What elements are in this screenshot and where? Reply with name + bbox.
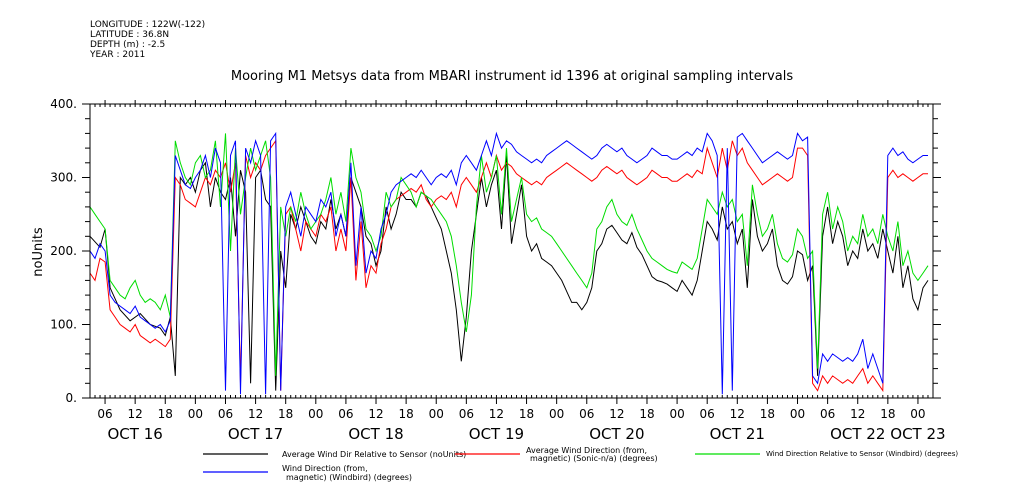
x-tick-label: 00 <box>669 407 684 421</box>
metadata-block: LONGITUDE : 122W(-122) LATITUDE : 36.8N … <box>90 20 205 60</box>
axis-layer: 06 12 18 00 06 12 18 00 06 12 18 00 06 12 18 00 06 12 18 00… <box>50 97 945 443</box>
legend-label-2: magnetic) (Sonic-n/a) (degrees) <box>530 454 658 463</box>
x-day-label: OCT 19 <box>469 425 524 443</box>
x-day-label: OCT 20 <box>589 425 644 443</box>
x-tick-label: 06 <box>700 407 715 421</box>
y-axis-label: noUnits <box>31 227 46 277</box>
x-tick-label: 18 <box>880 407 895 421</box>
x-tick-label: 12 <box>368 407 383 421</box>
x-tick-label: 12 <box>730 407 745 421</box>
x-tick-label: 00 <box>910 407 925 421</box>
longitude-text: LONGITUDE : 122W(-122) <box>90 20 206 30</box>
x-day-label: OCT 16 <box>108 425 163 443</box>
x-tick-label: 06 <box>338 407 353 421</box>
y-tick-label: 200. <box>50 244 77 258</box>
x-tick-label: 00 <box>429 407 444 421</box>
legend-label-1: Average Wind Dir Relative to Sensor (noU… <box>282 450 466 459</box>
legend: Average Wind Dir Relative to Sensor (noU… <box>203 446 958 482</box>
series-line-1 <box>89 155 929 391</box>
x-day-label: OCT 17 <box>228 425 283 443</box>
y-tick-label: 100. <box>50 318 77 332</box>
x-tick-label: 06 <box>97 407 112 421</box>
x-tick-label: 18 <box>158 407 173 421</box>
year-text: YEAR : 2011 <box>90 50 146 60</box>
x-tick-label: 00 <box>308 407 323 421</box>
x-tick-label: 18 <box>278 407 293 421</box>
x-tick-label: 18 <box>398 407 413 421</box>
chart-title: Mooring M1 Metsys data from MBARI instru… <box>231 69 793 84</box>
x-tick-label: 12 <box>128 407 143 421</box>
x-tick-label: 06 <box>579 407 594 421</box>
legend-label-4: Wind Direction (from, <box>282 464 368 473</box>
series-line-4 <box>89 131 928 395</box>
legend-label-3: Wind Direction Relative to Sensor (Windb… <box>766 450 958 458</box>
y-tick-label: 0. <box>66 391 77 405</box>
x-tick-label: 12 <box>850 407 865 421</box>
x-tick-label: 00 <box>790 407 805 421</box>
x-tick-label: 00 <box>188 407 203 421</box>
x-day-label: OCT 21 <box>710 425 765 443</box>
x-tick-label: 18 <box>639 407 654 421</box>
x-tick-label: 00 <box>549 407 564 421</box>
legend-label-4: magnetic) (Windbird) (degrees) <box>286 473 412 482</box>
x-day-label: OCT 18 <box>348 425 403 443</box>
x-tick-label: 12 <box>489 407 504 421</box>
series-layer <box>89 131 929 395</box>
x-tick-label: 06 <box>218 407 233 421</box>
x-tick-label: 18 <box>760 407 775 421</box>
x-tick-label: 18 <box>519 407 534 421</box>
legend-label-2: Average Wind Direction (from, <box>526 446 647 455</box>
latitude-text: LATITUDE : 36.8N <box>90 30 170 40</box>
x-tick-label: 06 <box>459 407 474 421</box>
depth-text: DEPTH (m) : -2.5 <box>90 40 166 50</box>
y-tick-label: 400. <box>50 97 77 111</box>
x-tick-label: 06 <box>820 407 835 421</box>
x-tick-label: 12 <box>248 407 263 421</box>
x-tick-label: 12 <box>609 407 624 421</box>
x-day-label: OCT 22 <box>830 425 885 443</box>
series-line-3 <box>89 133 929 376</box>
x-day-label: OCT 23 <box>890 425 945 443</box>
y-tick-label: 300. <box>50 171 77 185</box>
